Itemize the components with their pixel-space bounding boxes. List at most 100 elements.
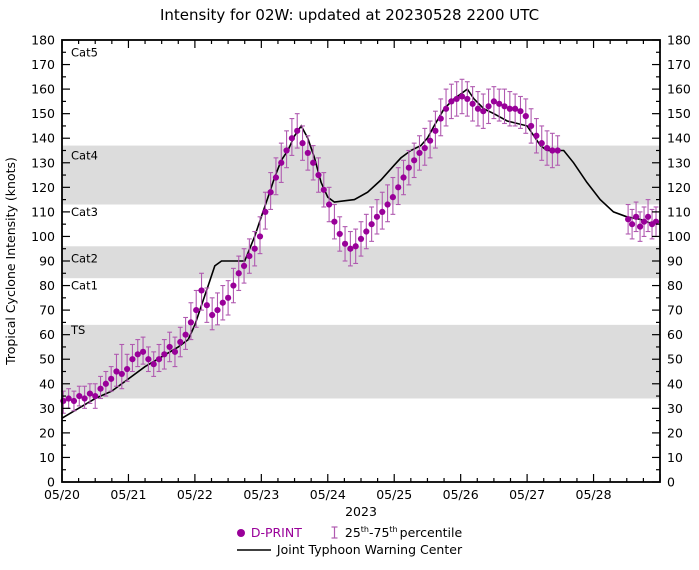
dprint-point — [411, 157, 418, 164]
dprint-point — [108, 375, 115, 382]
svg-text:05/25: 05/25 — [376, 487, 412, 502]
dprint-point — [448, 98, 455, 105]
dprint-point — [177, 338, 184, 346]
legend: D-PRINT 25th-75th percentile Joint Typhoo… — [0, 524, 699, 558]
dprint-point — [155, 356, 163, 363]
dprint-point — [464, 95, 471, 103]
dprint-point — [294, 127, 301, 134]
svg-text:Cat1: Cat1 — [71, 279, 98, 293]
dprint-point — [97, 385, 104, 392]
svg-text:120: 120 — [667, 180, 691, 195]
y-tick-labels: 0 0 10 10 20 20 30 30 40 40 50 50 60 60 70 70 80 80 90 90 10… — [31, 33, 691, 490]
jtwc-line-icon — [236, 548, 271, 551]
svg-text:90: 90 — [667, 254, 683, 269]
svg-text:160: 160 — [31, 82, 55, 97]
legend-jtwc-label: Joint Typhoon Warning Center — [276, 542, 463, 557]
dprint-point — [304, 149, 311, 157]
dprint-point — [326, 201, 333, 208]
dprint-point — [182, 331, 189, 338]
svg-text:130: 130 — [667, 155, 691, 170]
dprint-point — [522, 113, 529, 120]
x-axis-year-label: 2023 — [345, 504, 377, 519]
dprint-point — [512, 105, 519, 112]
legend-dprint-label: D-PRINT — [250, 525, 302, 540]
svg-text:40: 40 — [39, 376, 55, 391]
category-labels: Cat5 Cat4 Cat3 Cat2 Cat1 TS — [70, 45, 98, 336]
dprint-point — [347, 245, 354, 252]
dprint-point — [442, 105, 450, 112]
dprint-point — [171, 348, 179, 355]
svg-text:05/22: 05/22 — [177, 487, 213, 502]
dprint-point — [538, 140, 545, 147]
svg-text:150: 150 — [667, 106, 691, 121]
svg-text:05/21: 05/21 — [110, 487, 146, 502]
svg-text:Cat4: Cat4 — [71, 148, 98, 162]
dprint-point — [214, 307, 221, 314]
dprint-point — [437, 115, 444, 122]
svg-text:140: 140 — [31, 131, 55, 146]
dprint-point — [427, 137, 434, 144]
dprint-point — [636, 223, 644, 230]
errorbar-icon — [331, 526, 338, 539]
svg-text:60: 60 — [39, 327, 55, 342]
svg-text:05/26: 05/26 — [443, 487, 479, 502]
x-tick-labels: 05/20 05/21 05/22 05/23 05/24 05/25 05/26 05/27… — [44, 487, 612, 519]
dprint-point — [198, 287, 205, 294]
dprint-point — [193, 307, 200, 314]
dprint-point — [341, 240, 349, 247]
dprint-point — [533, 132, 540, 139]
dprint-point — [166, 343, 173, 351]
svg-text:Cat2: Cat2 — [71, 252, 98, 266]
svg-text:110: 110 — [31, 204, 55, 219]
dprint-point — [256, 233, 264, 240]
dprint-point — [272, 174, 280, 181]
svg-text:05/28: 05/28 — [576, 487, 612, 502]
dprint-point — [336, 230, 343, 238]
dprint-point — [331, 218, 338, 225]
dprint-point — [628, 221, 636, 228]
dprint-point — [373, 213, 381, 220]
dprint-point — [400, 174, 407, 181]
dprint-point — [124, 365, 131, 373]
svg-text:Cat5: Cat5 — [71, 45, 98, 59]
chart-title: Intensity for 02W: updated at 20230528 2… — [159, 6, 540, 24]
svg-text:50: 50 — [667, 352, 683, 367]
svg-text:70: 70 — [667, 303, 683, 318]
dprint-point — [379, 208, 386, 215]
dprint-point — [384, 201, 391, 208]
svg-text:10: 10 — [667, 450, 683, 465]
dprint-point — [320, 186, 327, 193]
dprint-point — [469, 100, 476, 107]
dprint-point — [501, 103, 508, 110]
dprint-point — [187, 319, 195, 326]
dprint-point — [352, 243, 359, 250]
dprint-point — [70, 397, 78, 405]
dprint-point — [652, 218, 660, 225]
svg-text:0: 0 — [667, 475, 675, 490]
svg-text:05/20: 05/20 — [44, 487, 80, 502]
axis-ticks — [61, 39, 661, 483]
dprint-point — [161, 351, 168, 358]
svg-text:0: 0 — [47, 475, 55, 490]
svg-text:10: 10 — [39, 450, 55, 465]
dprint-point — [421, 144, 428, 152]
dprint-point — [315, 171, 322, 179]
dprint-points — [60, 93, 660, 405]
dprint-point — [209, 311, 216, 319]
dprint-point — [203, 302, 210, 309]
dprint-point — [644, 213, 652, 220]
dprint-point — [246, 252, 253, 260]
svg-text:130: 130 — [31, 155, 55, 170]
dprint-point — [81, 395, 88, 402]
dprint-point — [506, 105, 513, 112]
dprint-point — [480, 108, 487, 115]
dprint-point — [113, 368, 120, 375]
dprint-point — [150, 361, 157, 368]
svg-text:80: 80 — [667, 278, 683, 293]
dprint-point — [554, 147, 561, 154]
dprint-point — [640, 218, 648, 225]
dprint-point — [102, 380, 109, 387]
jtwc-line — [61, 87, 654, 419]
dprint-point — [490, 98, 497, 105]
